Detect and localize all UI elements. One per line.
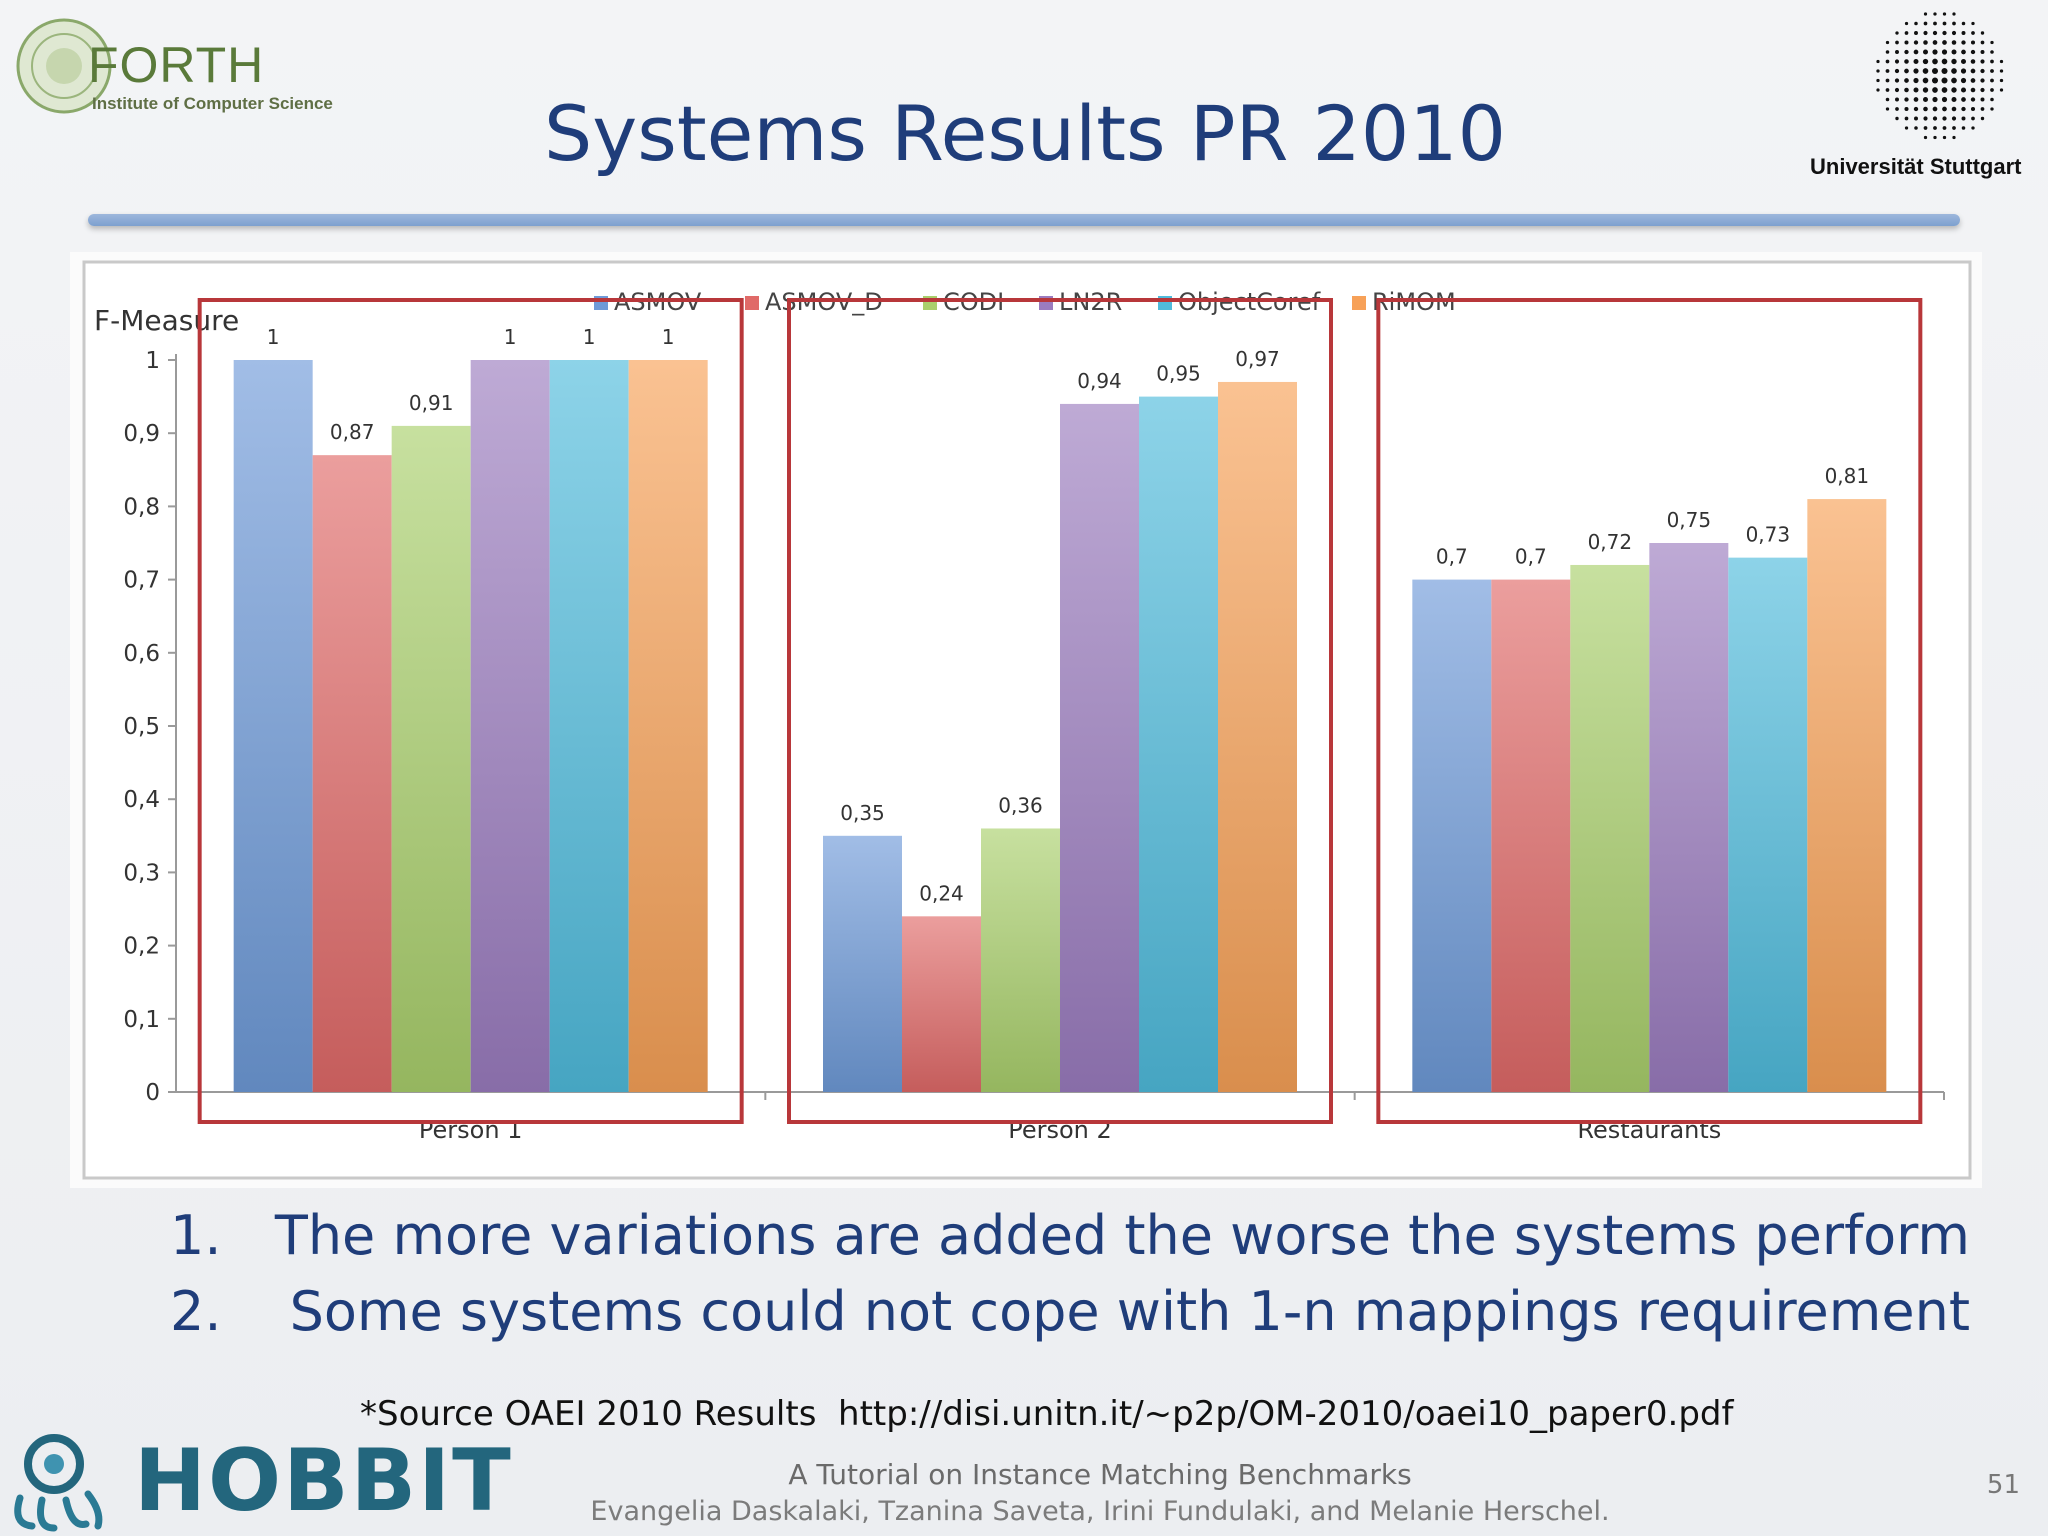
bar <box>1491 579 1571 1092</box>
footer-tutorial-title: A Tutorial on Instance Matching Benchmar… <box>788 1458 1412 1491</box>
y-tick-label: 0,8 <box>123 494 160 520</box>
bar <box>549 360 629 1092</box>
y-tick-label: 0,9 <box>123 421 160 447</box>
footer-authors: Evangelia Daskalaki, Tzanina Saveta, Iri… <box>590 1496 1610 1527</box>
group-highlight-box <box>1376 298 1923 1124</box>
bar-value-label: 0,7 <box>1515 545 1547 569</box>
bar-value-label: 0,94 <box>1077 369 1122 393</box>
bar <box>1728 557 1808 1092</box>
bar <box>470 360 550 1092</box>
bar-value-label: 1 <box>662 325 675 349</box>
bar-value-label: 0,91 <box>409 391 454 415</box>
university-logo-name: Universität Stuttgart <box>1810 154 2022 179</box>
bar-value-label: 0,36 <box>998 793 1043 817</box>
bar <box>1218 381 1297 1092</box>
bar-value-label: 0,87 <box>330 420 375 444</box>
y-tick-label: 0,3 <box>123 860 160 886</box>
takeaway-text: The more variations are added the worse … <box>274 1204 1970 1267</box>
forth-logo: FORTH Institute of Computer Science <box>8 10 408 120</box>
takeaway-number: 2. <box>170 1280 222 1343</box>
bar-value-label: 1 <box>267 325 280 349</box>
hobbit-logo: HOBBIT <box>0 1420 511 1536</box>
bar <box>902 916 981 1092</box>
title-divider <box>88 214 1960 226</box>
bar-value-label: 0,75 <box>1667 508 1712 532</box>
y-tick-label: 1 <box>145 348 160 374</box>
bar <box>981 828 1060 1092</box>
bar-value-label: 0,95 <box>1156 362 1201 386</box>
slide-title: Systems Results PR 2010 <box>544 89 1506 178</box>
forth-logo-name: FORTH <box>88 37 265 93</box>
forth-emblem-icon <box>16 18 112 114</box>
university-logo: Universität Stuttgart <box>1810 6 2048 179</box>
bar-value-label: 0,81 <box>1825 464 1870 488</box>
bar-value-label: 0,7 <box>1436 545 1468 569</box>
bar-value-label: 0,97 <box>1235 347 1280 371</box>
bar <box>1649 543 1729 1092</box>
takeaway-item: 2. Some systems could not cope with 1-n m… <box>170 1274 1970 1350</box>
bar <box>1412 579 1492 1092</box>
bar-value-label: 1 <box>583 325 596 349</box>
takeaway-item: 1. The more variations are added the wors… <box>170 1198 1970 1274</box>
bar <box>1139 396 1218 1093</box>
takeaway-number: 1. <box>170 1204 222 1267</box>
bar <box>1060 403 1139 1092</box>
bar-value-label: 0,72 <box>1588 530 1633 554</box>
y-tick-label: 0,1 <box>123 1007 160 1033</box>
bar-value-label: 0,35 <box>840 801 885 825</box>
group-highlight-box <box>197 298 744 1124</box>
bar <box>823 835 902 1092</box>
y-tick-label: 0,6 <box>123 641 160 667</box>
bar-value-label: 1 <box>504 325 517 349</box>
bar <box>233 360 313 1092</box>
bar <box>1570 564 1650 1092</box>
bar <box>628 360 708 1092</box>
source-citation: *Source OAEI 2010 Results http://disi.un… <box>360 1394 1734 1434</box>
y-tick-label: 0,2 <box>123 934 160 960</box>
bar-chart: 00,10,20,30,40,50,60,70,80,91F-Measure 1… <box>82 260 1972 1180</box>
y-tick-label: 0,4 <box>123 787 160 813</box>
bar <box>1807 499 1887 1092</box>
y-tick-label: 0 <box>145 1080 160 1106</box>
page-number: 51 <box>1986 1470 2020 1500</box>
bar <box>391 425 471 1092</box>
bar <box>312 455 392 1092</box>
hobbit-octopus-icon <box>14 1434 103 1532</box>
group-highlight-box <box>787 298 1333 1124</box>
university-dots-icon <box>1876 12 2004 140</box>
bar-value-label: 0,73 <box>1746 523 1791 547</box>
legend-swatch <box>1352 296 1366 310</box>
legend-swatch <box>745 296 759 310</box>
takeaway-list: 1. The more variations are added the wors… <box>170 1198 1970 1350</box>
y-tick-label: 0,5 <box>123 714 160 740</box>
bar-value-label: 0,24 <box>919 881 964 905</box>
hobbit-logo-name: HOBBIT <box>134 1431 513 1531</box>
takeaway-text: Some systems could not cope with 1-n map… <box>289 1280 1970 1343</box>
y-axis-label: F-Measure <box>94 304 239 337</box>
forth-logo-subtitle: Institute of Computer Science <box>92 94 333 113</box>
chart-frame: 0 0,1 0,2 0,3 0,4 0,5 0,6 0,7 0,8 0,9 1 F-Measure 1… <box>70 252 1982 1188</box>
y-tick-label: 0,7 <box>123 568 160 594</box>
